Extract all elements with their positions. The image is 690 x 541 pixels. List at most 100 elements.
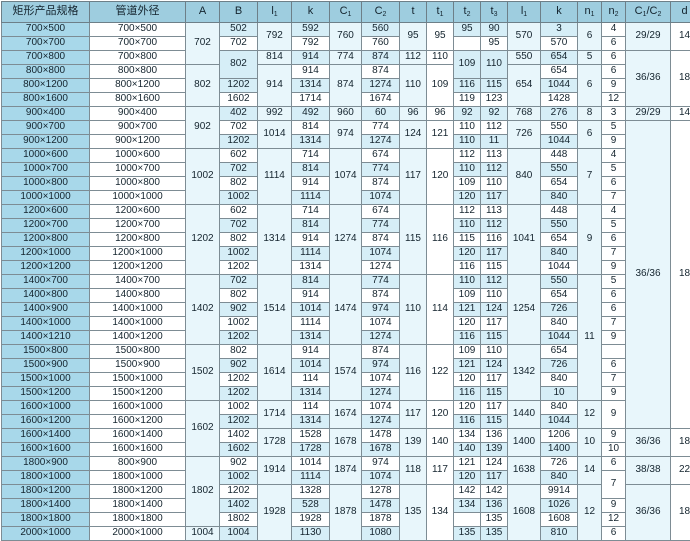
cell-t3: 135 (481, 513, 508, 527)
cell-spec: 1400×1000 (2, 317, 90, 331)
cell-pipe-od: 1400×1000 (90, 303, 186, 317)
cell-k-second: 3 (541, 23, 578, 37)
column-header-n1: n1 (578, 2, 602, 23)
cell-pipe-od: 1500×1200 (90, 387, 186, 401)
column-header-l1b: l1 (508, 2, 541, 23)
cell-l1-first: 814 (258, 51, 292, 65)
cell-spec: 1600×1600 (2, 443, 90, 457)
column-header-t1: t1 (427, 2, 454, 23)
cell-t2: 112 (454, 205, 481, 219)
cell-t2: 134 (454, 499, 481, 513)
cell-pipe-od: 700×700 (90, 37, 186, 51)
cell-C2: 1678 (362, 443, 400, 457)
cell-n2: 4 (602, 23, 626, 37)
cell-C2: 874 (362, 65, 400, 79)
cell-k: 1928 (292, 513, 330, 527)
cell-C2: 60 (362, 107, 400, 121)
cell-B: 402 (220, 107, 258, 121)
cell-t: 135 (400, 485, 427, 541)
cell-k-second: 654 (541, 177, 578, 191)
cell-spec: 1200×1200 (2, 261, 90, 275)
cell-n2: 9 (602, 499, 626, 513)
cell-l1-second: 550 (508, 51, 541, 65)
cell-n2: 4 (602, 149, 626, 163)
cell-k-second: 550 (541, 275, 578, 289)
cell-n2: 5 (602, 275, 626, 289)
cell-spec: 1200×600 (2, 205, 90, 219)
cell-l1-first: 914 (258, 65, 292, 107)
cell-t3: 115 (481, 261, 508, 275)
cell-k-second: 840 (541, 247, 578, 261)
cell-B: 602 (220, 149, 258, 163)
cell-n2: 5 (602, 163, 626, 177)
cell-t2: 121 (454, 303, 481, 317)
cell-C2: 774 (362, 275, 400, 289)
cell-B: 702 (220, 163, 258, 177)
cell-k: 1014 (292, 303, 330, 317)
column-header-C1C2: C1/C2 (626, 2, 671, 23)
cell-t: 96 (400, 107, 427, 121)
cell-k-second: 448 (541, 205, 578, 219)
cell-k-second: 840 (541, 401, 578, 415)
cell-l1-first: 992 (258, 107, 292, 121)
cell-k-second: 1044 (541, 331, 578, 345)
cell-k-second: 1608 (541, 513, 578, 527)
cell-t3: 110 (481, 51, 508, 79)
cell-n1: 5 (578, 51, 602, 65)
cell-l1-second: 1638 (508, 457, 541, 485)
cell-k-second: 840 (541, 317, 578, 331)
cell-spec: 900×1200 (2, 135, 90, 149)
cell-spec: 1000×800 (2, 177, 90, 191)
cell-l1-second: 1342 (508, 345, 541, 401)
cell-k-second: 726 (541, 359, 578, 373)
cell-pipe-od: 1600×1400 (90, 429, 186, 443)
cell-n2: 6 (602, 359, 626, 373)
cell-t: 110 (400, 65, 427, 107)
cell-l1-second: 726 (508, 121, 541, 149)
cell-t2: 135 (454, 527, 481, 541)
cell-t2: 110 (454, 219, 481, 233)
cell-k-second: 1428 (541, 93, 578, 107)
cell-l1-first: 1714 (258, 401, 292, 429)
cell-k: 1314 (292, 135, 330, 149)
cell-t1: 116 (427, 205, 454, 275)
cell-B: 702 (220, 121, 258, 135)
cell-k: 1714 (292, 93, 330, 107)
cell-n1: 8 (578, 107, 602, 121)
cell-n2: 9 (602, 429, 626, 443)
cell-C1: 1474 (330, 275, 362, 345)
cell-t2: 116 (454, 331, 481, 345)
cell-t2: 92 (454, 107, 481, 121)
cell-d: 18 (671, 121, 690, 429)
cell-k-second: 654 (541, 51, 578, 65)
cell-k: 528 (292, 499, 330, 513)
cell-k-second: 1044 (541, 415, 578, 429)
cell-C2: 1074 (362, 317, 400, 331)
cell-t3: 117 (481, 401, 508, 415)
cell-t3: 139 (481, 443, 508, 457)
cell-k: 1528 (292, 429, 330, 443)
cell-C1-C2-ratio: 36/36 (626, 51, 671, 107)
cell-n1: 11 (578, 275, 602, 401)
cell-n1: 14 (578, 457, 602, 485)
cell-n2: 12 (602, 93, 626, 107)
cell-n1: 6 (578, 23, 602, 51)
cell-l1-first: 1514 (258, 275, 292, 345)
cell-C1-C2-ratio: 36/36 (626, 429, 671, 457)
column-header-t: t (400, 2, 427, 23)
cell-B: 1202 (220, 331, 258, 345)
cell-pipe-od: 900×1200 (90, 135, 186, 149)
cell-C2: 1274 (362, 331, 400, 345)
cell-l1-second: 840 (508, 149, 541, 205)
cell-d: 22 (671, 457, 690, 485)
cell-n2: 6 (602, 37, 626, 51)
cell-t2: 116 (454, 261, 481, 275)
cell-C1: 1678 (330, 429, 362, 457)
cell-t2: 120 (454, 401, 481, 415)
cell-t: 116 (400, 345, 427, 401)
cell-B: 1002 (220, 317, 258, 331)
cell-A: 1402 (186, 275, 220, 345)
